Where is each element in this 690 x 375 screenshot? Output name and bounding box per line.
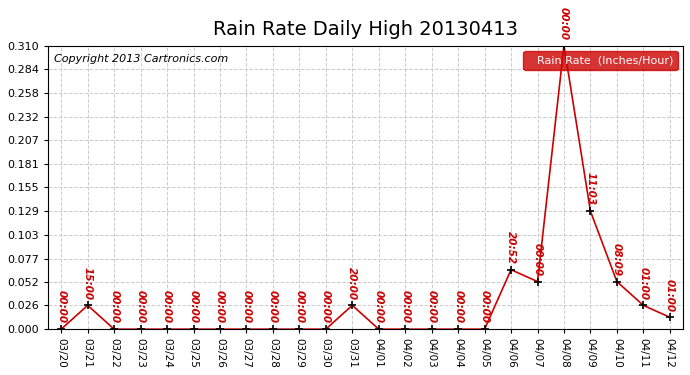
Text: 20:52: 20:52 — [506, 231, 516, 264]
Text: 00:00: 00:00 — [426, 291, 437, 324]
Text: 08:09: 08:09 — [612, 243, 622, 276]
Legend: Rain Rate  (Inches/Hour): Rain Rate (Inches/Hour) — [523, 51, 678, 70]
Text: 20:00: 20:00 — [347, 267, 357, 300]
Text: Copyright 2013 Cartronics.com: Copyright 2013 Cartronics.com — [55, 54, 228, 64]
Text: 00:00: 00:00 — [321, 291, 331, 324]
Title: Rain Rate Daily High 20130413: Rain Rate Daily High 20130413 — [213, 20, 518, 39]
Text: 00:00: 00:00 — [162, 291, 172, 324]
Text: 00:00: 00:00 — [56, 291, 66, 324]
Text: 00:00: 00:00 — [136, 291, 146, 324]
Text: 00:00: 00:00 — [241, 291, 251, 324]
Text: 11:03: 11:03 — [585, 172, 595, 206]
Text: 00:00: 00:00 — [400, 291, 411, 324]
Text: 00:00: 00:00 — [480, 291, 490, 324]
Text: 00:00: 00:00 — [453, 291, 463, 324]
Text: 00:00: 00:00 — [295, 291, 304, 324]
Text: 01:00: 01:00 — [638, 267, 649, 300]
Text: 00:00: 00:00 — [533, 243, 542, 276]
Text: 00:00: 00:00 — [215, 291, 225, 324]
Text: 00:00: 00:00 — [109, 291, 119, 324]
Text: 00:00: 00:00 — [559, 7, 569, 40]
Text: 01:00: 01:00 — [665, 279, 675, 312]
Text: 00:00: 00:00 — [188, 291, 199, 324]
Text: 00:00: 00:00 — [268, 291, 278, 324]
Text: 00:00: 00:00 — [374, 291, 384, 324]
Text: 15:00: 15:00 — [83, 267, 92, 300]
